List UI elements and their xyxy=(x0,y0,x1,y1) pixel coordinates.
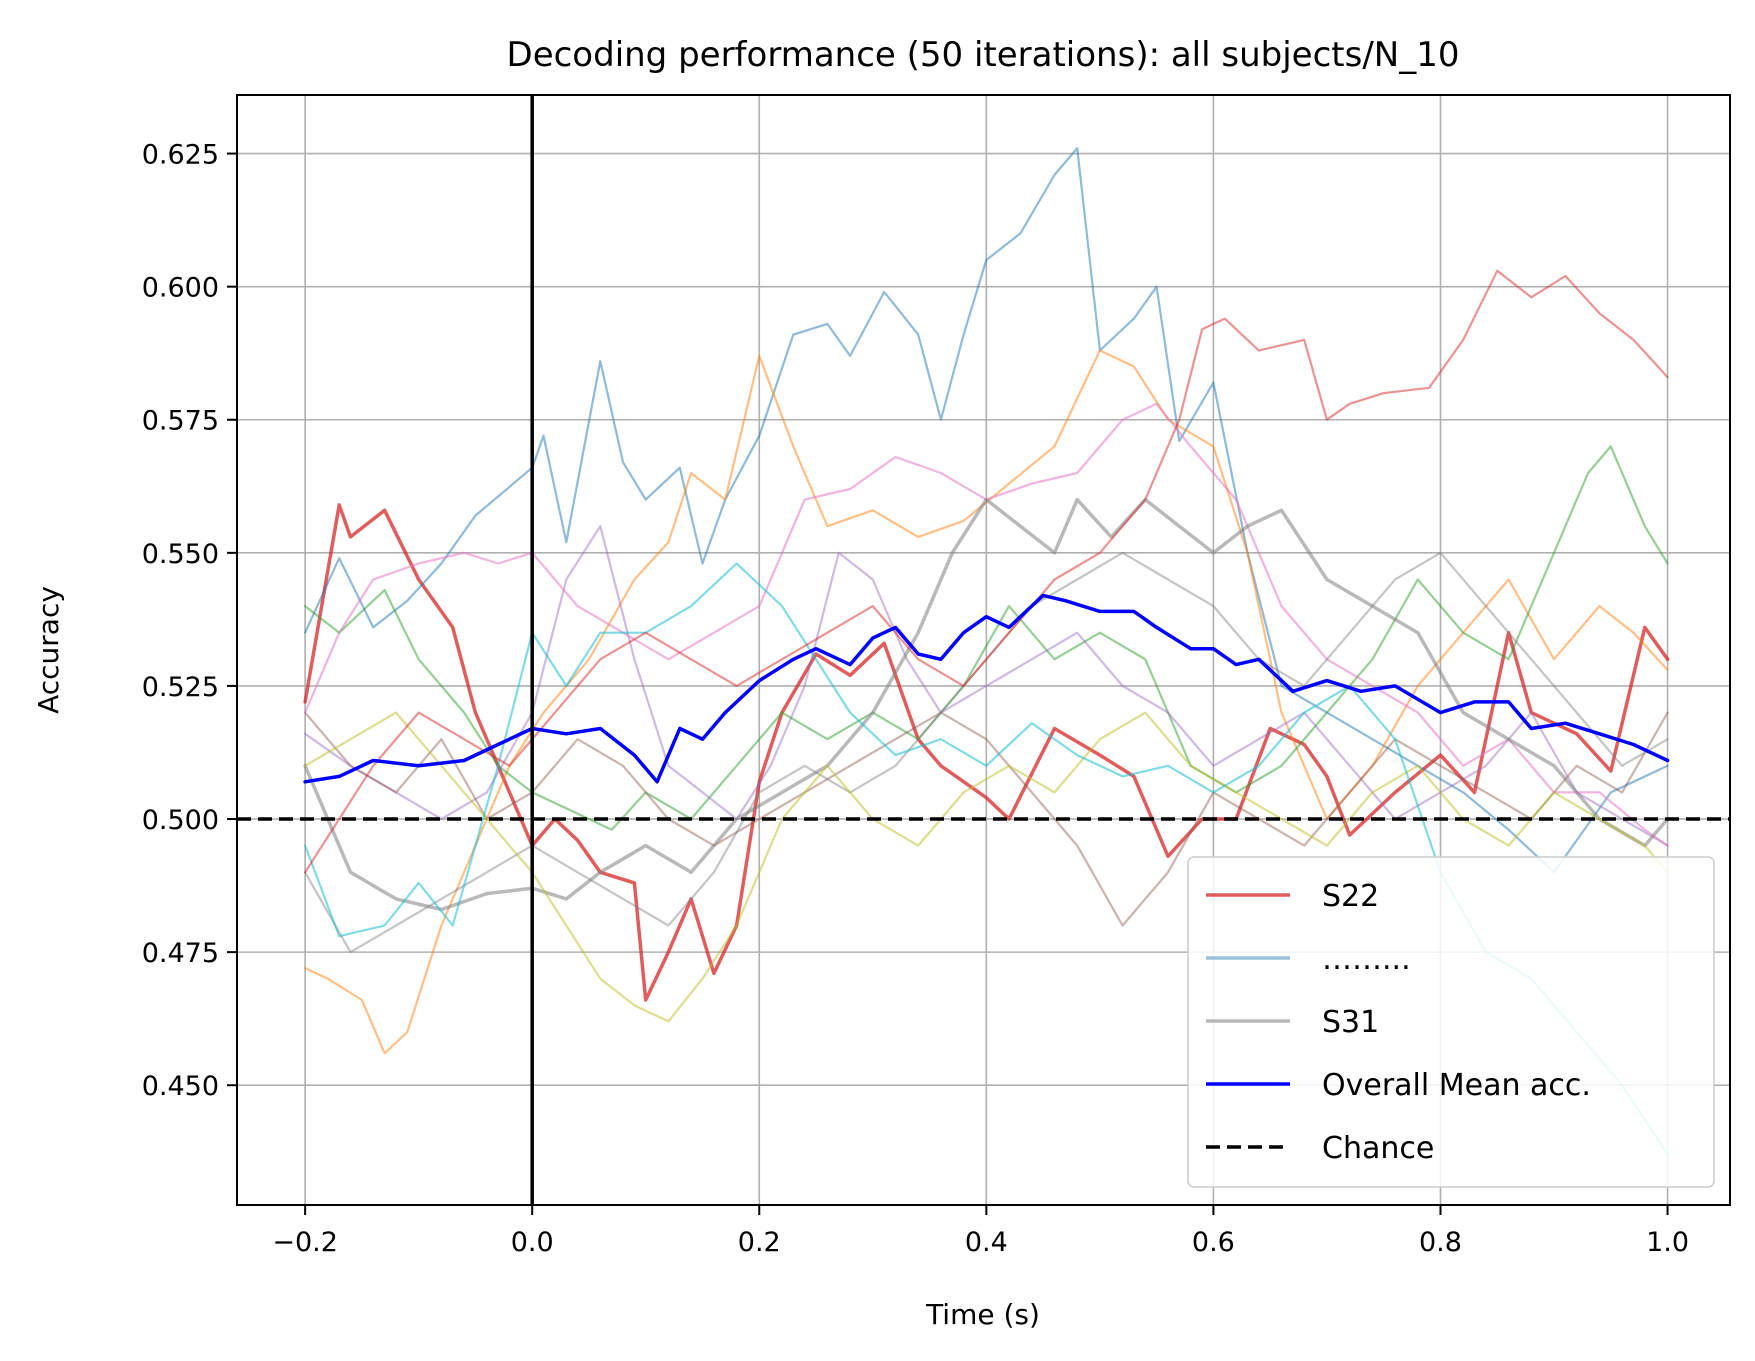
legend: S22 ……... S31 Overall Mean acc. Chance xyxy=(1187,856,1715,1188)
x-axis-label: Time (s) xyxy=(925,1298,1040,1331)
series-line-10 xyxy=(304,562,1669,1156)
series-line-1 xyxy=(304,147,1669,874)
chart-title: Decoding performance (50 iterations): al… xyxy=(507,35,1460,75)
x-axis-ticks: −0.2 0.0 0.2 0.4 0.6 0.8 1.0 xyxy=(272,1205,1689,1258)
series-line-3 xyxy=(304,445,1669,831)
y-tick-label: 0.450 xyxy=(142,1071,219,1102)
y-tick-label: 0.575 xyxy=(142,406,219,437)
x-tick-label: 0.6 xyxy=(1192,1227,1235,1258)
legend-label: Overall Mean acc. xyxy=(1322,1068,1591,1103)
x-tick-label: 0.4 xyxy=(965,1227,1008,1258)
x-tick-label: 0.0 xyxy=(511,1227,554,1258)
legend-box xyxy=(1187,856,1715,1188)
x-tick-label: 0.8 xyxy=(1419,1227,1462,1258)
x-tick-label: −0.2 xyxy=(272,1227,338,1258)
legend-label: Chance xyxy=(1322,1131,1434,1166)
y-tick-label: 0.500 xyxy=(142,805,219,836)
x-tick-label: 1.0 xyxy=(1646,1227,1689,1258)
y-axis-label: Accuracy xyxy=(32,586,65,714)
series-line-12 xyxy=(303,593,1670,784)
plot-frame xyxy=(236,94,1731,1206)
y-tick-label: 0.600 xyxy=(142,273,219,304)
series-line-11 xyxy=(304,269,1669,874)
reference-lines xyxy=(237,95,1730,1205)
x-tick-label: 0.2 xyxy=(738,1227,781,1258)
y-tick-label: 0.625 xyxy=(142,140,219,171)
series-line-9 xyxy=(304,711,1669,1023)
legend-label: S22 xyxy=(1322,879,1379,914)
legend-label: S31 xyxy=(1322,1005,1379,1040)
legend-label: ……... xyxy=(1322,942,1411,977)
series-line-7 xyxy=(303,497,1670,912)
y-tick-label: 0.550 xyxy=(142,539,219,570)
y-tick-label: 0.525 xyxy=(142,672,219,703)
y-axis-ticks: 0.450 0.475 0.500 0.525 0.550 0.575 0.600 0.625 xyxy=(142,140,237,1102)
y-tick-label: 0.475 xyxy=(142,938,219,969)
